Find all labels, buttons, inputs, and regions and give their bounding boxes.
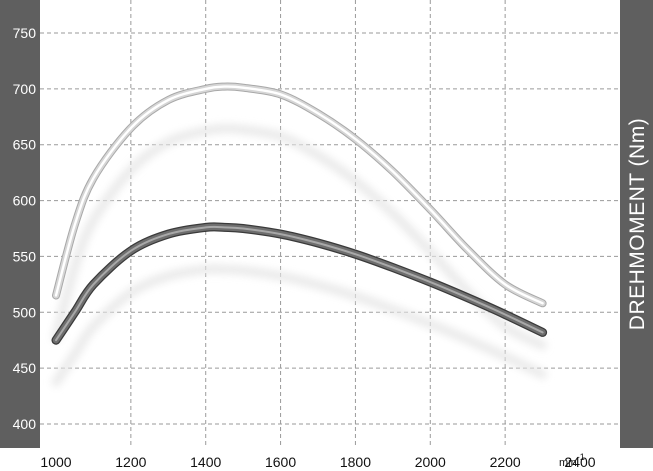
- y-tick-label: 650: [13, 137, 37, 153]
- y-tick-label: 450: [13, 360, 37, 376]
- x-tick-label: 1600: [265, 454, 296, 470]
- torque-curves: [51, 82, 548, 345]
- upper-torque-curve: [52, 82, 547, 308]
- y-tick-label: 600: [13, 193, 37, 209]
- x-tick-label: 2000: [415, 454, 446, 470]
- left-axis-band: [0, 0, 40, 448]
- y-axis-label: DREHMOMENT (Nm): [626, 118, 649, 330]
- y-tick-label: 550: [13, 248, 37, 264]
- curve-body: [53, 83, 546, 307]
- x-axis-unit-base: min: [559, 457, 577, 469]
- x-tick-label: 2400: [564, 454, 595, 470]
- curve-highlight: [54, 85, 544, 305]
- grid: [40, 0, 620, 448]
- x-tick-label: 1400: [190, 454, 221, 470]
- upper-torque-curve-reflection: [51, 124, 548, 350]
- right-label-band: [620, 0, 653, 448]
- x-tick-label: 1000: [40, 454, 71, 470]
- x-axis-ticks: 1000 1200 1400 1600 1800 2000 2200 2400: [40, 454, 595, 470]
- x-tick-label: 1800: [340, 454, 371, 470]
- y-tick-label: 500: [13, 304, 37, 320]
- x-tick-label: 2200: [490, 454, 521, 470]
- y-tick-label: 750: [13, 25, 37, 41]
- y-axis-ticks: 400 450 500 550 600 650 700 750: [13, 25, 37, 432]
- lower-torque-curve-reflection: [51, 264, 548, 387]
- x-axis-unit-exponent: -1: [577, 452, 585, 462]
- curve-reflections: [51, 124, 548, 387]
- curve-highlight: [55, 225, 544, 342]
- y-tick-label: 700: [13, 81, 37, 97]
- x-axis-unit: min-1: [559, 452, 585, 469]
- lower-torque-curve: [51, 222, 548, 345]
- y-tick-label: 400: [13, 416, 37, 432]
- x-tick-label: 1200: [115, 454, 146, 470]
- curve-outline: [52, 82, 547, 308]
